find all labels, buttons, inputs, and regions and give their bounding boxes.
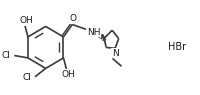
Text: OH: OH xyxy=(19,16,33,25)
Text: Cl: Cl xyxy=(22,73,31,82)
Text: NH: NH xyxy=(87,28,100,37)
Text: OH: OH xyxy=(62,70,76,79)
Text: Cl: Cl xyxy=(1,51,10,60)
Text: HBr: HBr xyxy=(168,42,187,52)
Text: N: N xyxy=(112,49,119,58)
Text: O: O xyxy=(70,14,77,23)
